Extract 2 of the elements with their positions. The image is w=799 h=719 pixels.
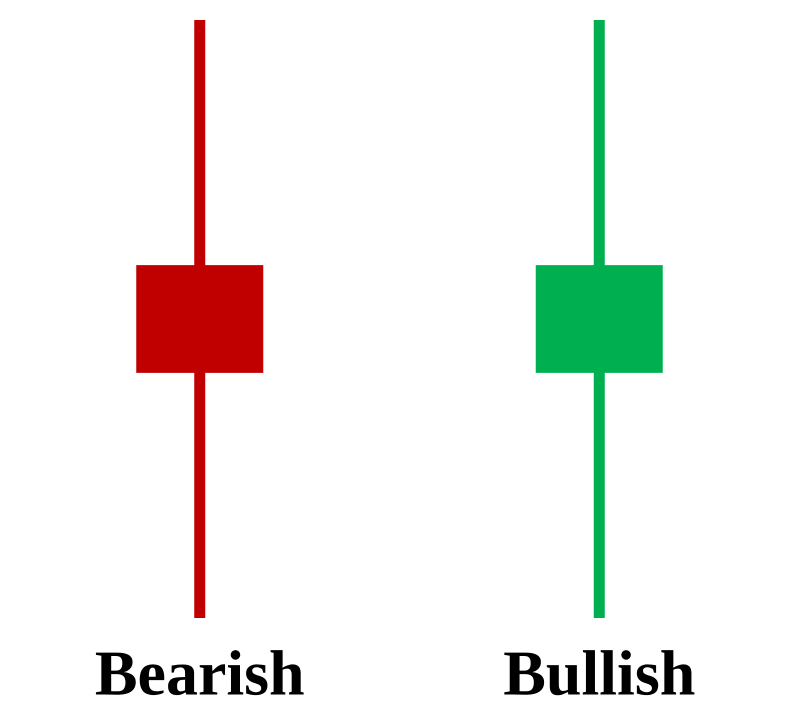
x-tick-label: Bearish <box>94 638 305 708</box>
x-tick-label: Bullish <box>503 638 696 708</box>
